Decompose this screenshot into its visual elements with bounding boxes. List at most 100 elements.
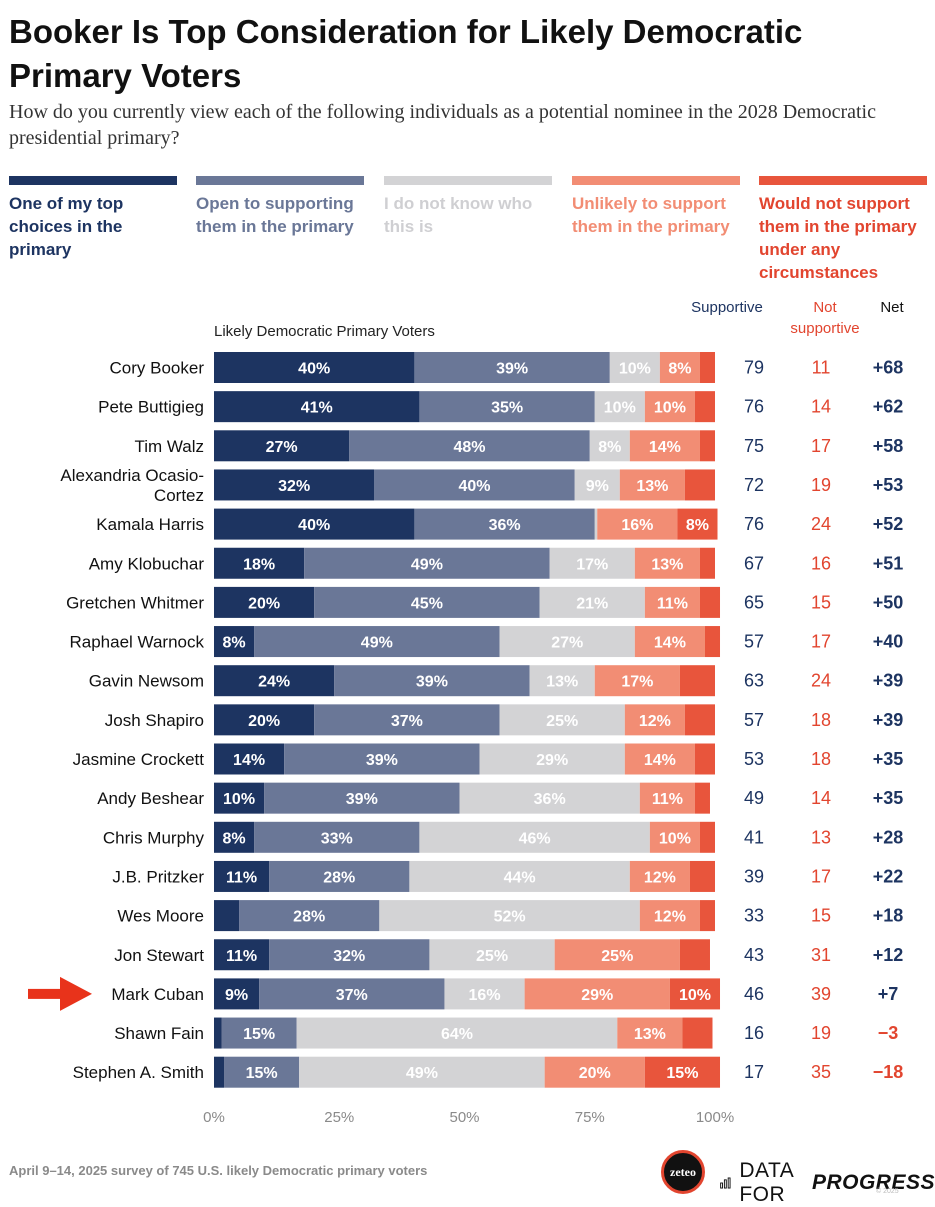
row-label: Wes Moore (117, 907, 204, 926)
row-label: Jon Stewart (114, 946, 204, 965)
bar-segment-open (254, 626, 500, 658)
bar-value-label: 13% (634, 1026, 666, 1043)
bar-segment-unlikely (634, 547, 700, 579)
not-supportive-value: 31 (811, 945, 831, 965)
bar-segment-never (699, 586, 721, 618)
net-value: +28 (873, 827, 904, 847)
not-supportive-value: 19 (811, 1023, 831, 1043)
bar-segment-unlikely (659, 352, 700, 383)
bar-segment-never (699, 430, 715, 462)
bar-segment-top-choice (214, 704, 315, 736)
net-value: +35 (873, 749, 904, 769)
bar-segment-unknown (549, 547, 635, 579)
bar-segment-top-choice (214, 626, 255, 658)
footer-note: April 9–14, 2025 survey of 745 U.S. like… (9, 1163, 428, 1178)
bar-segment-never (679, 939, 710, 971)
bar-segment-open (239, 900, 380, 932)
bar-value-label: 21% (576, 595, 608, 612)
bar-segment-never (699, 547, 715, 579)
bar-segment-open (269, 939, 430, 971)
bar-value-label: 8% (598, 439, 621, 456)
arrow-shaft (28, 988, 62, 999)
not-supportive-value: 18 (811, 710, 831, 730)
bar-segment-never (699, 352, 715, 383)
bar-value-label: 40% (459, 478, 491, 495)
bar-segment-top-choice (214, 665, 335, 697)
bar-value-label: 39% (346, 791, 378, 808)
bar-segment-unlikely (644, 391, 695, 423)
bar-value-label: 49% (406, 1065, 438, 1082)
bar-segment-open (221, 1017, 297, 1049)
row-label: Stephen A. Smith (73, 1063, 204, 1082)
bar-segment-top-choice (214, 821, 255, 853)
bar-value-label: 28% (323, 869, 355, 886)
bar-segment-top-choice (214, 547, 305, 579)
bar-segment-top-choice (214, 978, 260, 1010)
supportive-value: 79 (744, 358, 764, 378)
bar-segment-open (419, 391, 595, 423)
bar-segment-top-choice (214, 352, 415, 383)
supportive-value: 76 (744, 397, 764, 417)
supportive-value: 63 (744, 671, 764, 691)
net-value: +39 (873, 671, 904, 691)
legend-swatch (196, 176, 364, 185)
bar-segment-unknown (529, 665, 595, 697)
bar-value-label: 39% (366, 752, 398, 769)
not-supportive-value: 14 (811, 788, 831, 808)
bar-value-label: 20% (248, 713, 280, 730)
row-label: Kamala Harris (96, 515, 204, 534)
supportive-value: 39 (744, 866, 764, 886)
legend-label: One of my top choices in the primary (9, 194, 124, 259)
bar-segment-never (682, 1017, 713, 1049)
not-supportive-value: 15 (811, 906, 831, 926)
bar-segment-open (254, 821, 420, 853)
bar-value-label: 37% (336, 987, 368, 1004)
bar-row-wes-moore: Wes Moore 28% 52% 12% 33 15 +18 (117, 900, 903, 932)
bar-segment-top-choice (214, 586, 315, 618)
bar-segment-unknown (609, 352, 660, 383)
bar-value-label: 8% (668, 361, 691, 378)
supportive-value: 65 (744, 592, 764, 612)
legend-label: Open to supporting them in the primary (196, 194, 354, 236)
row-label: Amy Klobuchar (89, 554, 205, 573)
bar-value-label: 25% (601, 948, 633, 965)
bar-segment-never (699, 821, 715, 853)
bar-row-cory-booker: Cory Booker 40% 39% 10% 8% 79 11 +68 (110, 352, 903, 383)
bar-value-label: 12% (644, 869, 676, 886)
arrow-head (60, 976, 92, 1011)
highlight-arrow-icon (28, 976, 92, 1011)
bar-segment-top-choice (214, 469, 375, 501)
bar-value-label: 11% (226, 869, 257, 886)
bar-value-label: 11% (226, 948, 257, 965)
net-value: +52 (873, 514, 904, 534)
x-tick-label: 100% (696, 1109, 734, 1126)
bar-value-label: 9% (225, 987, 248, 1004)
bar-segment-top-choice (214, 782, 265, 814)
bar-segment-open (304, 547, 550, 579)
bar-segment-never (694, 391, 715, 423)
bar-value-label: 64% (441, 1026, 473, 1043)
bar-segment-top-choice (214, 860, 270, 892)
bar-segment-open (259, 978, 445, 1010)
bar-segment-never (684, 704, 715, 736)
legend-label: Would not support them in the primary un… (759, 194, 917, 282)
net-value: −18 (873, 1062, 904, 1082)
legend-swatch (384, 176, 552, 185)
bar-segment-unknown (499, 704, 625, 736)
supportive-value: 57 (744, 710, 764, 730)
bar-value-label: 10% (679, 987, 711, 1004)
bar-value-label: 20% (579, 1065, 611, 1082)
supportive-value: 43 (744, 945, 764, 965)
bar-segment-open (284, 743, 480, 775)
net-value: +39 (873, 710, 904, 730)
bar-value-label: 15% (666, 1065, 698, 1082)
legend-item-open: Open to supporting them in the primary (196, 176, 364, 238)
row-label-line: Alexandria Ocasio- (60, 466, 204, 485)
bar-row-raphael-warnock: Raphael Warnock 8% 49% 27% 14% 57 17 +40 (70, 626, 903, 658)
supportive-value: 72 (744, 475, 764, 495)
bar-row-amy-klobuchar: Amy Klobuchar 18% 49% 17% 13% 67 16 +51 (89, 547, 903, 579)
bar-value-label: 52% (494, 909, 526, 926)
bar-segment-unknown (574, 469, 620, 501)
bar-segment-unlikely (629, 430, 700, 462)
x-tick-label: 0% (203, 1109, 225, 1126)
